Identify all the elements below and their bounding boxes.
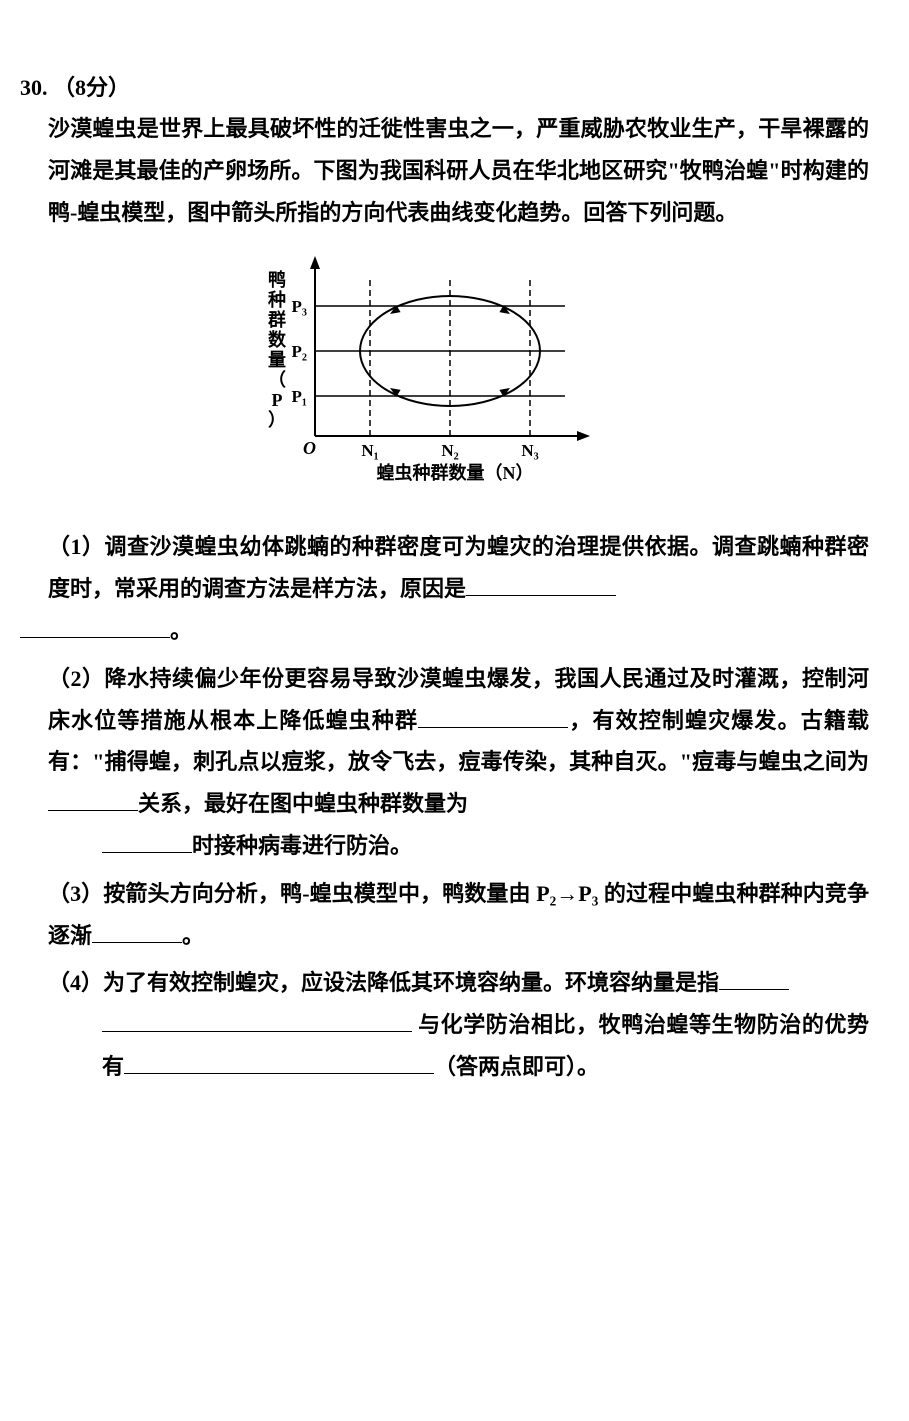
svg-text:（: （ xyxy=(268,370,286,390)
chart-svg: 鸭种群数量（P） 蝗虫种群数量（N） O P₁ P₂ P₃ N₁ N₂ N₃ xyxy=(255,241,635,491)
svg-text:鸭: 鸭 xyxy=(268,269,286,290)
svg-text:群: 群 xyxy=(268,309,286,330)
blank xyxy=(719,966,789,990)
svg-text:蝗虫种群数量（N）: 蝗虫种群数量（N） xyxy=(376,462,533,483)
svg-text:量: 量 xyxy=(268,349,286,370)
sub4-text-a: 为了有效控制蝗灾，应设法降低其环境容纳量。环境容纳量是指 xyxy=(103,970,719,995)
sub-question-1: （1）调查沙漠蝗虫幼体跳蝻的种群密度可为蝗灾的治理提供依据。调查跳蝻种群密度时，… xyxy=(48,526,869,651)
blank xyxy=(466,572,616,596)
sub2-text-c: 关系，最好在图中蝗虫种群数量为 xyxy=(138,791,468,816)
sub1-text-a: 调查沙漠蝗虫幼体跳蝻的种群密度可为蝗灾的治理提供依据。调查跳蝻种群密度时，常采用… xyxy=(48,534,869,601)
question-number: 30. （8分） xyxy=(20,70,869,102)
duck-locust-chart: 鸭种群数量（P） 蝗虫种群数量（N） O P₁ P₂ P₃ N₁ N₂ N₃ xyxy=(255,241,635,496)
sub1-text-b: 。 xyxy=(170,618,192,643)
sub2-label: （2） xyxy=(48,666,105,691)
svg-text:种: 种 xyxy=(267,289,286,310)
chart-container: 鸭种群数量（P） 蝗虫种群数量（N） O P₁ P₂ P₃ N₁ N₂ N₃ xyxy=(20,241,869,496)
blank xyxy=(418,703,568,727)
sub3-label: （3） xyxy=(48,881,103,906)
sub2-text-d: 时接种病毒进行防治。 xyxy=(192,833,412,858)
sub3-text-b: 。 xyxy=(182,923,204,948)
svg-text:N₃: N₃ xyxy=(521,441,538,460)
sub-question-2: （2）降水持续偏少年份更容易导致沙漠蝗虫爆发，我国人民通过及时灌溉，控制河床水位… xyxy=(48,658,869,867)
q-points: （8分） xyxy=(53,75,130,100)
blank xyxy=(102,1008,412,1032)
sub4-label: （4） xyxy=(48,970,103,995)
svg-text:P: P xyxy=(271,390,282,410)
blank xyxy=(102,829,192,853)
svg-text:P₁: P₁ xyxy=(291,387,306,406)
blank xyxy=(124,1050,434,1074)
blank xyxy=(20,614,170,638)
question-intro: 沙漠蝗虫是世界上最具破坏性的迁徙性害虫之一，严重威胁农牧业生产，干旱裸露的河滩是… xyxy=(48,108,869,233)
svg-text:数: 数 xyxy=(268,329,287,350)
sub4-text-c: （答两点即可）。 xyxy=(434,1054,599,1079)
blank xyxy=(92,918,182,942)
svg-text:N₁: N₁ xyxy=(361,441,378,460)
blank xyxy=(48,787,138,811)
svg-text:N₂: N₂ xyxy=(441,441,458,460)
sub1-label: （1） xyxy=(48,534,105,559)
svg-text:）: ） xyxy=(268,410,286,430)
svg-text:P₂: P₂ xyxy=(291,342,306,361)
svg-text:P₃: P₃ xyxy=(291,297,306,316)
sub-question-3: （3）按箭头方向分析，鸭-蝗虫模型中，鸭数量由 P₂→P₃ 的过程中蝗虫种群种内… xyxy=(48,873,869,957)
svg-text:O: O xyxy=(303,438,316,458)
q-num: 30. xyxy=(20,75,48,100)
sub-question-4: （4）为了有效控制蝗灾，应设法降低其环境容纳量。环境容纳量是指 与化学防治相比，… xyxy=(48,962,869,1087)
